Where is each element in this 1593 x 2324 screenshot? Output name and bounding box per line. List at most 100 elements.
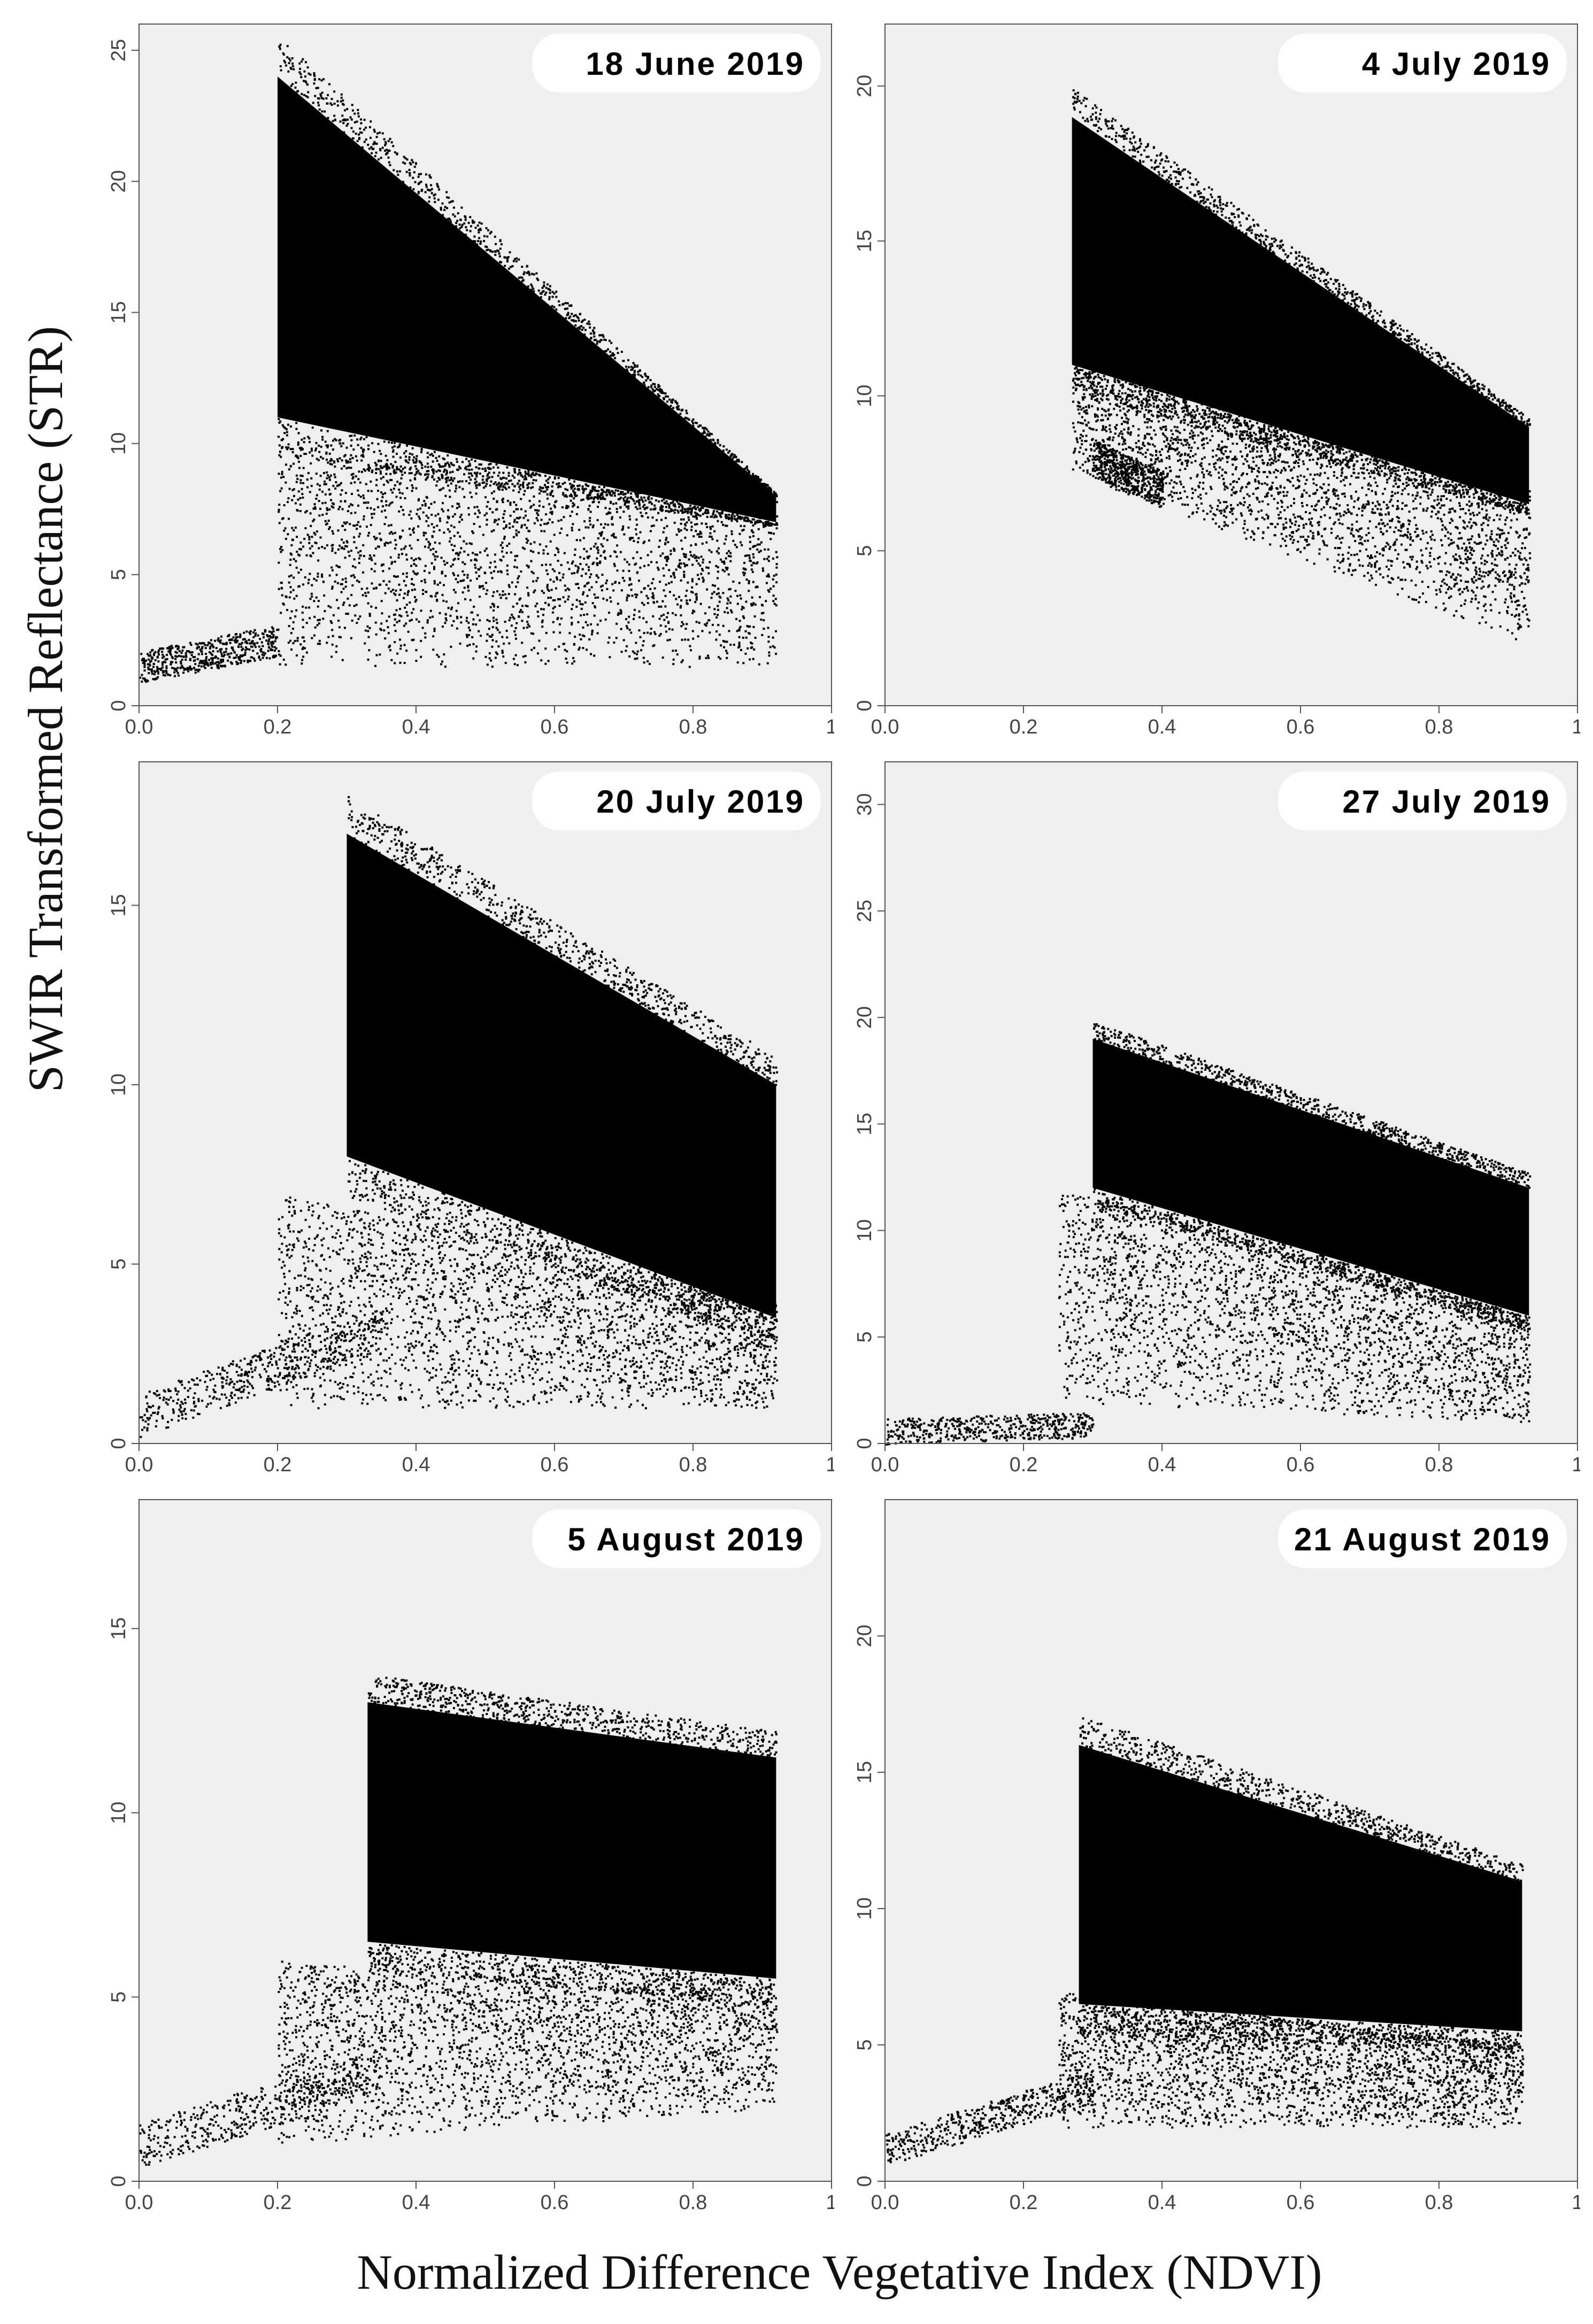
scatter-point xyxy=(647,660,649,663)
scatter-point xyxy=(717,614,719,616)
scatter-point xyxy=(153,652,156,655)
scatter-point xyxy=(149,664,151,667)
scatter-point xyxy=(767,548,769,551)
scatter-point xyxy=(615,507,618,510)
scatter-point xyxy=(515,532,518,535)
scatter-point xyxy=(279,420,282,423)
scatter-point xyxy=(441,660,444,663)
scatter-point xyxy=(609,507,611,510)
scatter-point xyxy=(545,480,548,482)
scatter-point xyxy=(684,638,687,641)
scatter-point xyxy=(248,639,250,642)
scatter-point xyxy=(752,531,755,534)
scatter-point xyxy=(350,473,353,476)
scatter-point xyxy=(544,475,547,477)
scatter-point xyxy=(487,249,489,251)
scatter-point xyxy=(443,653,445,656)
scatter-point xyxy=(459,516,461,519)
scatter-point xyxy=(682,518,685,521)
scatter-point xyxy=(1226,416,1228,419)
scatter-point xyxy=(521,276,524,279)
scatter-point xyxy=(717,438,719,441)
scatter-point xyxy=(380,157,382,159)
scatter-point xyxy=(291,62,294,65)
scatter-point xyxy=(337,460,340,462)
scatter-point xyxy=(534,474,536,476)
scatter-point xyxy=(523,478,526,481)
scatter-point xyxy=(475,481,478,483)
scatter-point xyxy=(575,605,578,608)
scatter-point xyxy=(143,661,146,664)
scatter-point xyxy=(390,524,393,527)
scatter-point xyxy=(319,536,322,539)
scatter-point xyxy=(1337,290,1340,293)
scatter-point xyxy=(157,667,160,670)
scatter-point xyxy=(672,572,675,575)
scatter-point xyxy=(609,354,612,357)
scatter-point xyxy=(1161,174,1164,177)
scatter-point xyxy=(233,657,235,659)
scatter-point xyxy=(764,525,767,528)
scatter-point xyxy=(1374,310,1376,312)
scatter-point xyxy=(299,454,302,457)
scatter-point xyxy=(390,659,393,661)
scatter-point xyxy=(156,669,158,672)
scatter-point xyxy=(663,574,665,577)
scatter-point xyxy=(370,146,373,149)
scatter-point xyxy=(1374,467,1376,470)
scatter-point xyxy=(318,488,321,491)
scatter-point xyxy=(599,554,602,557)
scatter-point xyxy=(529,506,532,509)
scatter-point xyxy=(239,636,242,638)
scatter-point xyxy=(487,473,489,476)
scatter-point xyxy=(611,583,614,585)
scatter-point xyxy=(328,83,331,86)
scatter-point xyxy=(1347,302,1350,304)
scatter-point xyxy=(618,612,620,615)
scatter-point xyxy=(589,511,592,513)
scatter-point xyxy=(357,617,360,620)
scatter-point xyxy=(375,606,378,609)
scatter-point xyxy=(403,156,405,158)
scatter-point xyxy=(405,450,407,452)
scatter-point xyxy=(1207,186,1210,189)
scatter-point xyxy=(425,514,428,517)
scatter-point xyxy=(389,502,392,505)
scatter-point xyxy=(506,258,509,261)
scatter-point xyxy=(683,555,686,558)
scatter-point xyxy=(461,561,464,563)
scatter-point xyxy=(1307,437,1310,440)
scatter-point xyxy=(252,636,255,638)
scatter-point xyxy=(1319,448,1322,451)
scatter-point xyxy=(291,539,294,542)
scatter-point xyxy=(715,638,718,641)
scatter-point xyxy=(1227,435,1229,437)
scatter-point xyxy=(318,459,320,461)
scatter-point xyxy=(1323,271,1326,274)
scatter-point xyxy=(282,52,284,55)
scatter-point xyxy=(227,659,229,662)
scatter-point xyxy=(342,588,345,590)
scatter-point xyxy=(767,555,770,558)
scatter-point xyxy=(609,596,612,599)
scatter-point xyxy=(291,499,294,501)
scatter-point xyxy=(467,221,470,224)
scatter-point xyxy=(668,569,671,572)
scatter-point xyxy=(667,612,669,614)
scatter-point xyxy=(417,190,420,193)
scatter-point xyxy=(752,658,755,660)
scatter-point xyxy=(584,601,587,604)
scatter-point xyxy=(309,573,311,575)
scatter-point xyxy=(674,508,676,511)
scatter-point xyxy=(337,548,340,551)
scatter-point xyxy=(385,465,388,468)
scatter-point xyxy=(720,644,722,647)
scatter-point xyxy=(295,481,298,483)
scatter-point xyxy=(441,214,444,217)
scatter-point xyxy=(588,638,591,640)
scatter-point xyxy=(623,533,626,536)
scatter-point xyxy=(558,572,561,574)
scatter-point xyxy=(448,201,451,204)
scatter-point xyxy=(180,662,182,665)
scatter-point xyxy=(644,499,647,502)
